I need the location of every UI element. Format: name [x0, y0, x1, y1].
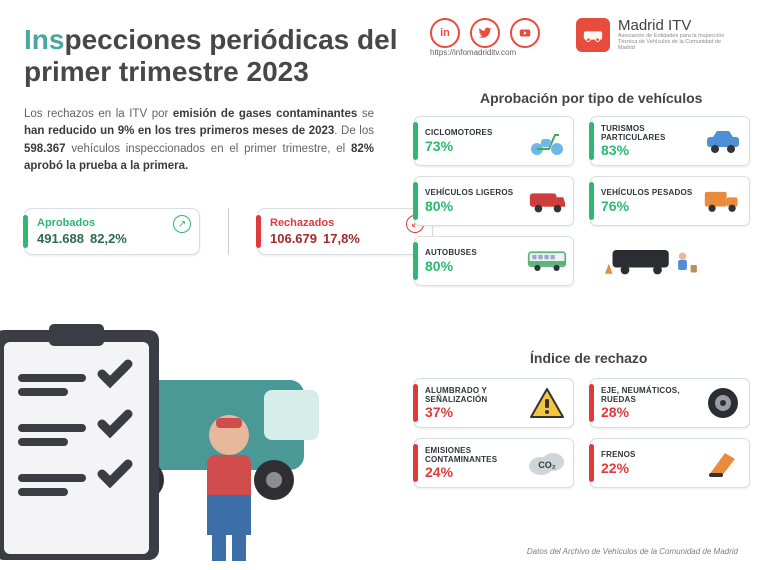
- pill-approved: ↗ Aprobados 491.688 82,2%: [24, 208, 200, 255]
- approval-grid: CICLOMOTORES73% TURISMOS PARTICULARES83%…: [414, 116, 750, 286]
- clipboard-illustration: [0, 300, 374, 570]
- pill-label: Aprobados: [37, 217, 187, 229]
- linkedin-icon[interactable]: in: [430, 18, 460, 48]
- title-accent: Ins: [24, 24, 64, 55]
- truck-icon: [703, 183, 743, 219]
- card-ciclomotores: CICLOMOTORES73%: [414, 116, 574, 166]
- pill-label: Rechazados: [270, 217, 420, 229]
- warning-icon: [527, 385, 567, 421]
- infographic-root: Inspecciones periódicas del primer trime…: [0, 0, 760, 570]
- scooter-icon: [527, 123, 567, 159]
- title-rest: pecciones periódicas del primer trimestr…: [24, 24, 398, 87]
- co2-icon: CO₂: [527, 445, 567, 481]
- pill-count: 491.688: [37, 231, 84, 246]
- van-icon: [527, 183, 567, 219]
- card-alumbrado: ALUMBRADO Y SEÑALIZACIÓN37%: [414, 378, 574, 428]
- pill-pct: 82,2%: [90, 231, 127, 246]
- svg-text:CO₂: CO₂: [538, 460, 556, 470]
- twitter-icon[interactable]: [470, 18, 500, 48]
- card-autobuses: AUTOBUSES80%: [414, 236, 574, 286]
- section-reject-title: Índice de rechazo: [530, 350, 647, 366]
- card-turismos: TURISMOS PARTICULARES83%: [590, 116, 750, 166]
- reject-grid: ALUMBRADO Y SEÑALIZACIÓN37% EJE, NEUMÁTI…: [414, 378, 750, 488]
- brand-subtitle: Asociación de Entidades para la Inspecci…: [618, 34, 738, 51]
- pill-pct: 17,8%: [323, 231, 360, 246]
- data-source: Datos del Archivo de Vehículos de la Com…: [527, 547, 738, 556]
- brand-name: Madrid ITV: [618, 18, 738, 34]
- card-emisiones: EMISIONES CONTAMINANTES24% CO₂: [414, 438, 574, 488]
- bus-icon: [527, 243, 567, 279]
- arrow-up-icon: ↗: [173, 215, 191, 233]
- page-title: Inspecciones periódicas del primer trime…: [24, 24, 404, 88]
- brake-icon: [703, 445, 743, 481]
- tire-icon: [703, 385, 743, 421]
- pill-rejected: ↙ Rechazados 106.679 17,8%: [257, 208, 433, 255]
- social-icons: in: [430, 18, 540, 48]
- card-frenos: FRENOS22%: [590, 438, 750, 488]
- summary-pills: ↗ Aprobados 491.688 82,2% ↙ Rechazados 1…: [24, 208, 433, 255]
- pill-count: 106.679: [270, 231, 317, 246]
- card-ejes: EJE, NEUMÁTICOS, RUEDAS28%: [590, 378, 750, 428]
- car-icon: [703, 123, 743, 159]
- mechanic-scene-icon: [590, 236, 750, 284]
- card-ligeros: VEHÍCULOS LIGEROS80%: [414, 176, 574, 226]
- youtube-icon[interactable]: [510, 18, 540, 48]
- brand-block: Madrid ITV Asociación de Entidades para …: [576, 18, 738, 52]
- intro-paragraph: Los rechazos en la ITV por emisión de ga…: [24, 106, 374, 175]
- brand-logo-icon: [576, 18, 610, 52]
- section-approval-title: Aprobación por tipo de vehículos: [480, 90, 702, 106]
- social-url: https://infomadriditv.com: [430, 48, 516, 57]
- card-pesados: VEHÍCULOS PESADOS76%: [590, 176, 750, 226]
